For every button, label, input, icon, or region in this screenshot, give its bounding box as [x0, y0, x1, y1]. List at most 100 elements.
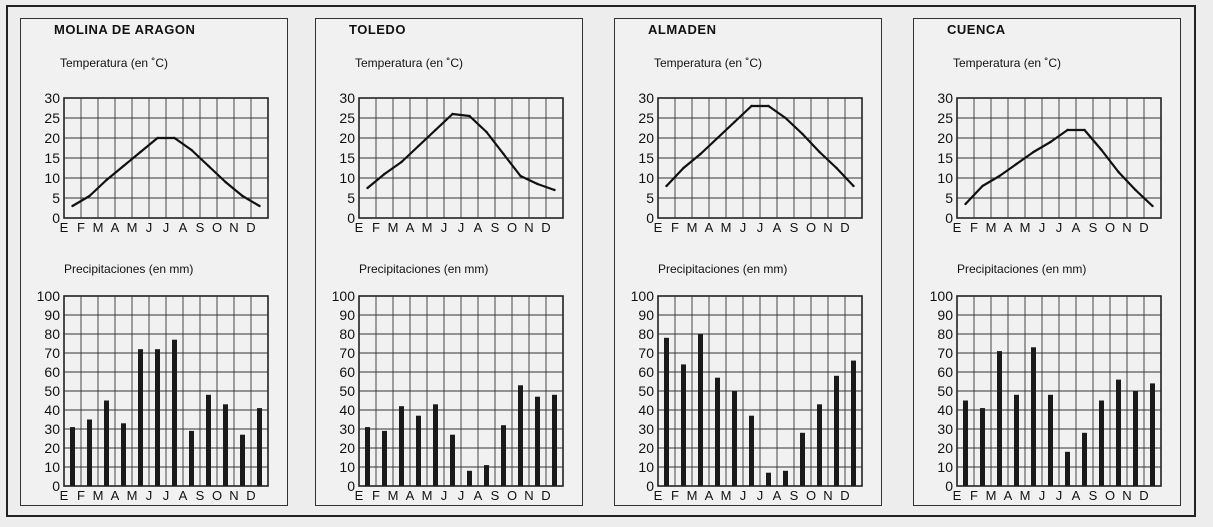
temperature-grid	[956, 97, 1162, 219]
temperature-xtick-label: J	[458, 220, 465, 235]
precipitation-ytick-label: 10	[44, 459, 60, 475]
temperature-point	[88, 194, 91, 198]
precipitation-bar	[817, 404, 822, 486]
temperature-xtick-label: N	[823, 220, 832, 235]
temperature-point	[71, 204, 74, 208]
precipitation-ytick-label: 30	[44, 421, 60, 437]
precipitation-bar	[484, 465, 489, 486]
precipitation-ytick-label: 30	[339, 421, 355, 437]
temperature-point	[434, 128, 437, 132]
precipitation-ytick-label: 40	[638, 402, 654, 418]
temperature-point	[1032, 150, 1035, 154]
temperature-ytick-label: 0	[646, 210, 654, 226]
station-title: MOLINA DE ARAGON	[54, 22, 196, 37]
temperature-point	[468, 114, 471, 118]
precipitation-xtick-label: M	[127, 488, 138, 503]
temperature-ytick-label: 30	[937, 90, 953, 106]
temperature-point	[852, 184, 855, 188]
precipitation-bar	[1133, 391, 1138, 486]
temperature-ytick-label: 10	[638, 170, 654, 186]
precipitation-ytick-label: 40	[937, 402, 953, 418]
temperature-xtick-label: E	[953, 220, 962, 235]
temperature-ytick-label: 25	[937, 110, 953, 126]
temperature-ytick-label: 0	[945, 210, 953, 226]
temperature-point	[818, 150, 821, 154]
temperature-point	[1049, 140, 1052, 144]
precipitation-bar	[121, 423, 126, 486]
precipitation-xtick-label: J	[1039, 488, 1046, 503]
temperature-line	[366, 112, 555, 192]
temperature-point	[1015, 162, 1018, 166]
precipitation-ytick-label: 100	[930, 288, 954, 304]
precipitation-xtick-label: D	[840, 488, 849, 503]
precipitation-xtick-label: A	[1072, 488, 1081, 503]
precipitation-bar	[416, 415, 421, 486]
precipitation-bar	[1031, 347, 1036, 486]
precipitation-bar	[535, 396, 540, 486]
precipitation-bar	[1065, 451, 1070, 486]
precipitation-xtick-label: J	[740, 488, 747, 503]
temperature-ytick-label: 15	[638, 150, 654, 166]
precipitation-grid	[657, 295, 863, 487]
temperature-point	[190, 148, 193, 152]
temperature-xtick-label: A	[474, 220, 483, 235]
precipitation-bar	[399, 406, 404, 486]
precipitation-xtick-label: J	[441, 488, 448, 503]
temperature-ytick-label: 20	[339, 130, 355, 146]
temperature-xtick-label: E	[654, 220, 663, 235]
precipitation-bar	[450, 434, 455, 486]
precipitation-xtick-label: J	[757, 488, 764, 503]
temperature-point	[451, 112, 454, 116]
precipitation-bar	[1014, 394, 1019, 486]
precipitation-ytick-label: 80	[638, 326, 654, 342]
temperature-point	[981, 184, 984, 188]
temperature-xtick-label: F	[970, 220, 978, 235]
precipitation-xtick-label: S	[1089, 488, 1098, 503]
precipitation-xtick-label: M	[986, 488, 997, 503]
precipitation-xtick-label: N	[1122, 488, 1131, 503]
precipitation-xtick-label: O	[806, 488, 816, 503]
temperature-xtick-label: A	[111, 220, 120, 235]
temperature-point	[1100, 148, 1103, 152]
precipitation-grid	[956, 295, 1162, 487]
precipitation-xtick-label: A	[773, 488, 782, 503]
precipitation-xtick-label: F	[77, 488, 85, 503]
precipitation-xtick-label: J	[146, 488, 153, 503]
precipitation-bar	[189, 430, 194, 486]
temperature-grid	[358, 97, 564, 219]
precipitation-bar	[138, 349, 143, 486]
precipitation-xtick-label: A	[1004, 488, 1013, 503]
temperature-point	[835, 166, 838, 170]
temperature-point	[122, 164, 125, 168]
temperature-chart-label: Temperatura (en ˚C)	[60, 56, 169, 70]
temperature-point	[156, 136, 159, 140]
temperature-ytick-label: 0	[52, 210, 60, 226]
temperature-point	[105, 178, 108, 182]
precipitation-ytick-label: 40	[339, 402, 355, 418]
temperature-ytick-label: 0	[347, 210, 355, 226]
precipitation-bar	[223, 404, 228, 486]
precipitation-bar	[698, 334, 703, 486]
temperature-xtick-label: M	[1020, 220, 1031, 235]
temperature-chart-label: Temperatura (en ˚C)	[355, 56, 464, 70]
precipitation-bar	[501, 425, 506, 486]
temperature-point	[400, 160, 403, 164]
temperature-point	[998, 174, 1001, 178]
precipitation-xtick-label: M	[721, 488, 732, 503]
precipitation-ytick-label: 80	[937, 326, 953, 342]
temperature-xtick-label: M	[93, 220, 104, 235]
temperature-xtick-label: M	[986, 220, 997, 235]
temperature-xtick-label: J	[757, 220, 764, 235]
precipitation-xtick-label: E	[953, 488, 962, 503]
temperature-xtick-label: S	[491, 220, 500, 235]
temperature-ytick-label: 5	[646, 190, 654, 206]
temperature-ytick-label: 20	[638, 130, 654, 146]
precipitation-ytick-label: 70	[339, 345, 355, 361]
temperature-xtick-label: A	[773, 220, 782, 235]
temperature-xtick-label: F	[77, 220, 85, 235]
precipitation-ytick-label: 0	[945, 478, 953, 494]
